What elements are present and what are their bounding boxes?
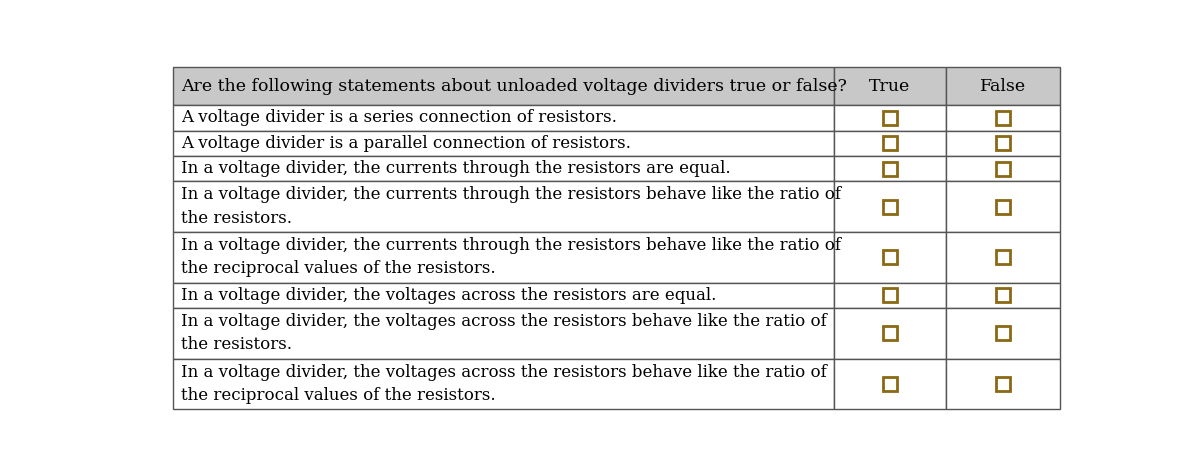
Bar [834, 105, 946, 131]
Bar [173, 156, 834, 181]
Text: Are the following statements about unloaded voltage dividers true or false?: Are the following statements about unloa… [181, 78, 846, 95]
Bar [996, 288, 1009, 302]
Text: In a voltage divider, the currents through the resistors behave like the ratio o: In a voltage divider, the currents throu… [181, 187, 841, 204]
Bar [834, 131, 946, 156]
Text: the reciprocal values of the resistors.: the reciprocal values of the resistors. [181, 260, 496, 277]
Bar [173, 67, 834, 105]
Text: In a voltage divider, the currents through the resistors are equal.: In a voltage divider, the currents throu… [181, 160, 731, 177]
Text: In a voltage divider, the voltages across the resistors are equal.: In a voltage divider, the voltages acros… [181, 287, 716, 304]
Bar [946, 105, 1060, 131]
Bar [946, 156, 1060, 181]
Bar [883, 162, 896, 175]
Bar [834, 156, 946, 181]
Bar [883, 251, 896, 264]
Bar [996, 136, 1009, 150]
Bar [883, 136, 896, 150]
Text: In a voltage divider, the voltages across the resistors behave like the ratio of: In a voltage divider, the voltages acros… [181, 364, 827, 381]
Bar [173, 131, 834, 156]
Bar [946, 67, 1060, 105]
Bar [883, 377, 896, 391]
Bar [883, 326, 896, 340]
Bar [173, 232, 834, 282]
Bar [173, 105, 834, 131]
Bar [996, 111, 1009, 125]
Bar [946, 131, 1060, 156]
Text: the resistors.: the resistors. [181, 337, 292, 353]
Bar [883, 288, 896, 302]
Bar [173, 359, 834, 409]
Text: True: True [869, 78, 911, 95]
Bar [996, 251, 1009, 264]
Text: the resistors.: the resistors. [181, 210, 292, 227]
Bar [173, 282, 834, 308]
Bar [996, 377, 1009, 391]
Bar [173, 181, 834, 232]
Bar [834, 359, 946, 409]
Bar [946, 181, 1060, 232]
Bar [946, 282, 1060, 308]
Bar [883, 200, 896, 213]
Bar [834, 308, 946, 359]
Bar [996, 200, 1009, 213]
Bar [946, 308, 1060, 359]
Text: In a voltage divider, the voltages across the resistors behave like the ratio of: In a voltage divider, the voltages acros… [181, 313, 827, 330]
Text: False: False [979, 78, 1026, 95]
Text: In a voltage divider, the currents through the resistors behave like the ratio o: In a voltage divider, the currents throu… [181, 237, 841, 254]
Bar [996, 162, 1009, 175]
Bar [173, 308, 834, 359]
Bar [834, 181, 946, 232]
Text: the reciprocal values of the resistors.: the reciprocal values of the resistors. [181, 387, 496, 404]
Bar [996, 326, 1009, 340]
Bar [834, 67, 946, 105]
Text: A voltage divider is a series connection of resistors.: A voltage divider is a series connection… [181, 110, 617, 126]
Text: A voltage divider is a parallel connection of resistors.: A voltage divider is a parallel connecti… [181, 135, 630, 152]
Bar [834, 232, 946, 282]
Bar [946, 232, 1060, 282]
Bar [946, 359, 1060, 409]
Bar [883, 111, 896, 125]
Bar [834, 282, 946, 308]
